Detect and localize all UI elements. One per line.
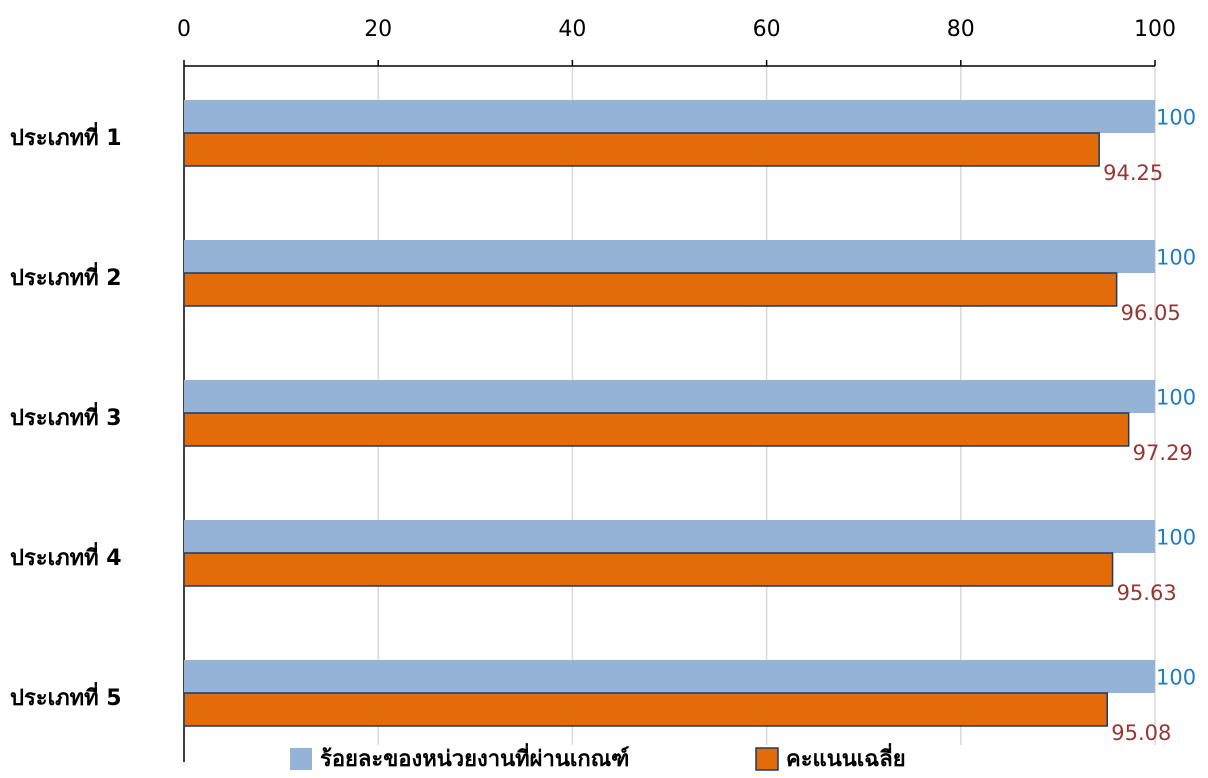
x-tick-label: 80 (947, 17, 975, 42)
x-tick-label: 100 (1134, 17, 1176, 42)
bar-pass-percent (184, 100, 1155, 133)
data-label: 95.63 (1117, 581, 1177, 605)
data-label: 100 (1156, 246, 1196, 270)
data-label: 94.25 (1103, 161, 1163, 185)
bar-average-score (183, 412, 1130, 447)
bar-pass-percent (184, 660, 1155, 693)
bar-average-score (183, 272, 1118, 307)
data-label: 100 (1156, 666, 1196, 690)
legend-swatch-average-score (755, 747, 779, 771)
category-label: ประเภทที่ 1 (10, 121, 122, 151)
data-label: 100 (1156, 526, 1196, 550)
bar-average-score (183, 692, 1108, 727)
x-tick-label: 60 (753, 17, 781, 42)
x-tick-label: 20 (364, 17, 392, 42)
bar-average-score (183, 552, 1114, 587)
legend-swatch-pass-percent (290, 748, 312, 770)
x-tick-label: 40 (558, 17, 586, 42)
data-label: 95.08 (1111, 721, 1171, 745)
legend-label-pass-percent: ร้อยละของหน่วยงานที่ผ่านเกณฑ์ (320, 742, 629, 772)
bar-pass-percent (184, 520, 1155, 553)
bar-pass-percent (184, 240, 1155, 273)
x-tick-label: 0 (177, 17, 191, 42)
data-label: 100 (1156, 386, 1196, 410)
category-label: ประเภทที่ 5 (10, 681, 122, 711)
category-label: ประเภทที่ 4 (10, 541, 122, 571)
data-label: 96.05 (1121, 301, 1181, 325)
category-label: ประเภทที่ 3 (10, 401, 122, 431)
bar-average-score (183, 132, 1100, 167)
legend-label-average-score: คะแนนเฉลี่ย (786, 742, 906, 772)
data-label: 97.29 (1133, 441, 1193, 465)
bar-pass-percent (184, 380, 1155, 413)
category-label: ประเภทที่ 2 (10, 261, 122, 291)
data-label: 100 (1156, 106, 1196, 130)
